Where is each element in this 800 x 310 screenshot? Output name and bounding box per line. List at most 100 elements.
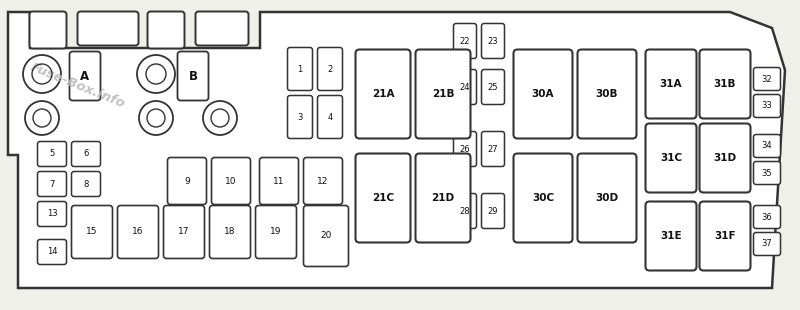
Text: 30C: 30C (532, 193, 554, 203)
FancyBboxPatch shape (210, 206, 250, 259)
FancyBboxPatch shape (754, 232, 781, 255)
Text: 21D: 21D (431, 193, 454, 203)
FancyBboxPatch shape (318, 47, 342, 91)
Text: 7: 7 (50, 179, 54, 188)
FancyBboxPatch shape (578, 50, 637, 139)
Text: 26: 26 (460, 144, 470, 153)
FancyBboxPatch shape (646, 123, 697, 193)
FancyBboxPatch shape (78, 11, 138, 46)
Text: 31B: 31B (714, 79, 736, 89)
Text: B: B (189, 69, 198, 82)
FancyBboxPatch shape (30, 11, 66, 48)
Text: 21B: 21B (432, 89, 454, 99)
Text: 27: 27 (488, 144, 498, 153)
Text: 17: 17 (178, 228, 190, 237)
Circle shape (23, 55, 61, 93)
FancyBboxPatch shape (699, 50, 750, 118)
Text: 31D: 31D (714, 153, 737, 163)
FancyBboxPatch shape (514, 153, 573, 242)
Circle shape (25, 101, 59, 135)
FancyBboxPatch shape (303, 206, 349, 267)
Text: 10: 10 (226, 176, 237, 185)
Text: 25: 25 (488, 82, 498, 91)
FancyBboxPatch shape (415, 153, 470, 242)
Text: 23: 23 (488, 37, 498, 46)
FancyBboxPatch shape (514, 50, 573, 139)
FancyBboxPatch shape (287, 95, 313, 139)
Text: 18: 18 (224, 228, 236, 237)
Text: 14: 14 (46, 247, 58, 256)
Text: 9: 9 (184, 176, 190, 185)
Text: 5: 5 (50, 149, 54, 158)
Text: 20: 20 (320, 232, 332, 241)
Text: 16: 16 (132, 228, 144, 237)
Text: 6: 6 (83, 149, 89, 158)
FancyBboxPatch shape (255, 206, 297, 259)
FancyBboxPatch shape (646, 50, 697, 118)
Circle shape (137, 55, 175, 93)
FancyBboxPatch shape (178, 51, 209, 100)
FancyBboxPatch shape (482, 193, 505, 228)
Text: 30D: 30D (595, 193, 618, 203)
FancyBboxPatch shape (118, 206, 158, 259)
Text: 36: 36 (762, 212, 772, 222)
Text: Fuse-Box.info: Fuse-Box.info (29, 61, 127, 111)
FancyBboxPatch shape (578, 153, 637, 242)
FancyBboxPatch shape (454, 193, 477, 228)
FancyBboxPatch shape (38, 240, 66, 264)
FancyBboxPatch shape (454, 69, 477, 104)
Text: 24: 24 (460, 82, 470, 91)
FancyBboxPatch shape (211, 157, 250, 205)
Text: 32: 32 (762, 74, 772, 83)
Text: 15: 15 (86, 228, 98, 237)
Text: 19: 19 (270, 228, 282, 237)
FancyBboxPatch shape (259, 157, 298, 205)
Text: 8: 8 (83, 179, 89, 188)
FancyBboxPatch shape (454, 24, 477, 59)
FancyBboxPatch shape (454, 131, 477, 166)
FancyBboxPatch shape (646, 202, 697, 271)
FancyBboxPatch shape (287, 47, 313, 91)
FancyBboxPatch shape (147, 11, 185, 48)
Text: 31A: 31A (660, 79, 682, 89)
Text: 30B: 30B (596, 89, 618, 99)
Text: 31F: 31F (714, 231, 736, 241)
FancyBboxPatch shape (482, 131, 505, 166)
Circle shape (203, 101, 237, 135)
Text: 1: 1 (298, 64, 302, 73)
Text: 11: 11 (274, 176, 285, 185)
FancyBboxPatch shape (754, 162, 781, 184)
Text: 3: 3 (298, 113, 302, 122)
FancyBboxPatch shape (754, 68, 781, 91)
FancyBboxPatch shape (38, 202, 66, 227)
FancyBboxPatch shape (355, 153, 410, 242)
Text: 31E: 31E (660, 231, 682, 241)
Text: 4: 4 (327, 113, 333, 122)
FancyBboxPatch shape (163, 206, 205, 259)
FancyBboxPatch shape (699, 202, 750, 271)
Text: 13: 13 (46, 210, 58, 219)
FancyBboxPatch shape (415, 50, 470, 139)
Text: 2: 2 (327, 64, 333, 73)
Text: 12: 12 (318, 176, 329, 185)
Text: 30A: 30A (532, 89, 554, 99)
Text: 37: 37 (762, 240, 772, 249)
FancyBboxPatch shape (38, 171, 66, 197)
FancyBboxPatch shape (754, 135, 781, 157)
FancyBboxPatch shape (754, 206, 781, 228)
FancyBboxPatch shape (482, 24, 505, 59)
Text: 21C: 21C (372, 193, 394, 203)
FancyBboxPatch shape (699, 123, 750, 193)
Text: 21A: 21A (372, 89, 394, 99)
FancyBboxPatch shape (303, 157, 342, 205)
Polygon shape (8, 12, 785, 288)
FancyBboxPatch shape (38, 141, 66, 166)
Text: 33: 33 (762, 101, 772, 110)
FancyBboxPatch shape (71, 171, 101, 197)
Text: 28: 28 (460, 206, 470, 215)
Circle shape (139, 101, 173, 135)
Text: 35: 35 (762, 169, 772, 178)
Text: 22: 22 (460, 37, 470, 46)
Text: 29: 29 (488, 206, 498, 215)
FancyBboxPatch shape (167, 157, 206, 205)
